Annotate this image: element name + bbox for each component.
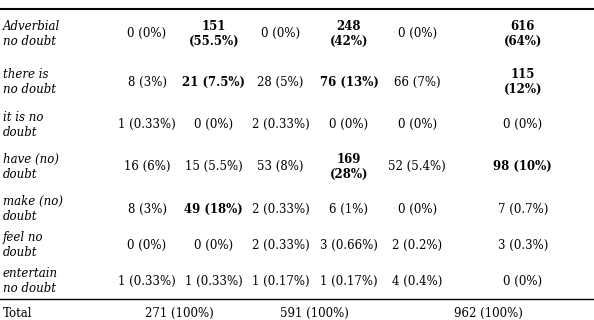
Text: 53 (8%): 53 (8%) xyxy=(257,160,304,173)
Text: 1 (0.17%): 1 (0.17%) xyxy=(320,275,378,288)
Text: 98 (10%): 98 (10%) xyxy=(494,160,552,173)
Text: 1 (0.33%): 1 (0.33%) xyxy=(118,118,176,131)
Text: 1 (0.33%): 1 (0.33%) xyxy=(185,275,243,288)
Text: 16 (6%): 16 (6%) xyxy=(124,160,170,173)
Text: 6 (1%): 6 (1%) xyxy=(330,203,368,216)
Text: it is no
doubt: it is no doubt xyxy=(3,111,43,139)
Text: make (no)
doubt: make (no) doubt xyxy=(3,195,63,223)
Text: feel no
doubt: feel no doubt xyxy=(3,231,43,259)
Text: 248
(42%): 248 (42%) xyxy=(330,20,368,48)
Text: 3 (0.3%): 3 (0.3%) xyxy=(498,239,548,252)
Text: 616
(64%): 616 (64%) xyxy=(504,20,542,48)
Text: 151
(55.5%): 151 (55.5%) xyxy=(188,20,239,48)
Text: 49 (18%): 49 (18%) xyxy=(185,203,243,216)
Text: have (no)
doubt: have (no) doubt xyxy=(3,153,59,181)
Text: 2 (0.33%): 2 (0.33%) xyxy=(252,118,309,131)
Text: 2 (0.33%): 2 (0.33%) xyxy=(252,239,309,252)
Text: 66 (7%): 66 (7%) xyxy=(394,76,441,89)
Text: 4 (0.4%): 4 (0.4%) xyxy=(392,275,443,288)
Text: 7 (0.7%): 7 (0.7%) xyxy=(498,203,548,216)
Text: 0 (0%): 0 (0%) xyxy=(503,275,542,288)
Text: 0 (0%): 0 (0%) xyxy=(128,27,166,40)
Text: 0 (0%): 0 (0%) xyxy=(503,118,542,131)
Text: 0 (0%): 0 (0%) xyxy=(398,118,437,131)
Text: 52 (5.4%): 52 (5.4%) xyxy=(388,160,446,173)
Text: 591 (100%): 591 (100%) xyxy=(280,307,349,320)
Text: 0 (0%): 0 (0%) xyxy=(330,118,368,131)
Text: there is
no doubt: there is no doubt xyxy=(3,68,56,96)
Text: 8 (3%): 8 (3%) xyxy=(128,203,166,216)
Text: 2 (0.2%): 2 (0.2%) xyxy=(392,239,443,252)
Text: 28 (5%): 28 (5%) xyxy=(257,76,304,89)
Text: Adverbial
no doubt: Adverbial no doubt xyxy=(3,20,60,48)
Text: 21 (7.5%): 21 (7.5%) xyxy=(182,76,245,89)
Text: 15 (5.5%): 15 (5.5%) xyxy=(185,160,243,173)
Text: 271 (100%): 271 (100%) xyxy=(146,307,214,320)
Text: 0 (0%): 0 (0%) xyxy=(194,118,233,131)
Text: entertain
no doubt: entertain no doubt xyxy=(3,268,58,295)
Text: 0 (0%): 0 (0%) xyxy=(128,239,166,252)
Text: 0 (0%): 0 (0%) xyxy=(398,27,437,40)
Text: 76 (13%): 76 (13%) xyxy=(320,76,378,89)
Text: 169
(28%): 169 (28%) xyxy=(330,153,368,181)
Text: 0 (0%): 0 (0%) xyxy=(261,27,300,40)
Text: Total: Total xyxy=(3,307,33,320)
Text: 2 (0.33%): 2 (0.33%) xyxy=(252,203,309,216)
Text: 8 (3%): 8 (3%) xyxy=(128,76,166,89)
Text: 115
(12%): 115 (12%) xyxy=(504,68,542,96)
Text: 3 (0.66%): 3 (0.66%) xyxy=(320,239,378,252)
Text: 962 (100%): 962 (100%) xyxy=(454,307,523,320)
Text: 1 (0.33%): 1 (0.33%) xyxy=(118,275,176,288)
Text: 0 (0%): 0 (0%) xyxy=(194,239,233,252)
Text: 1 (0.17%): 1 (0.17%) xyxy=(252,275,309,288)
Text: 0 (0%): 0 (0%) xyxy=(398,203,437,216)
